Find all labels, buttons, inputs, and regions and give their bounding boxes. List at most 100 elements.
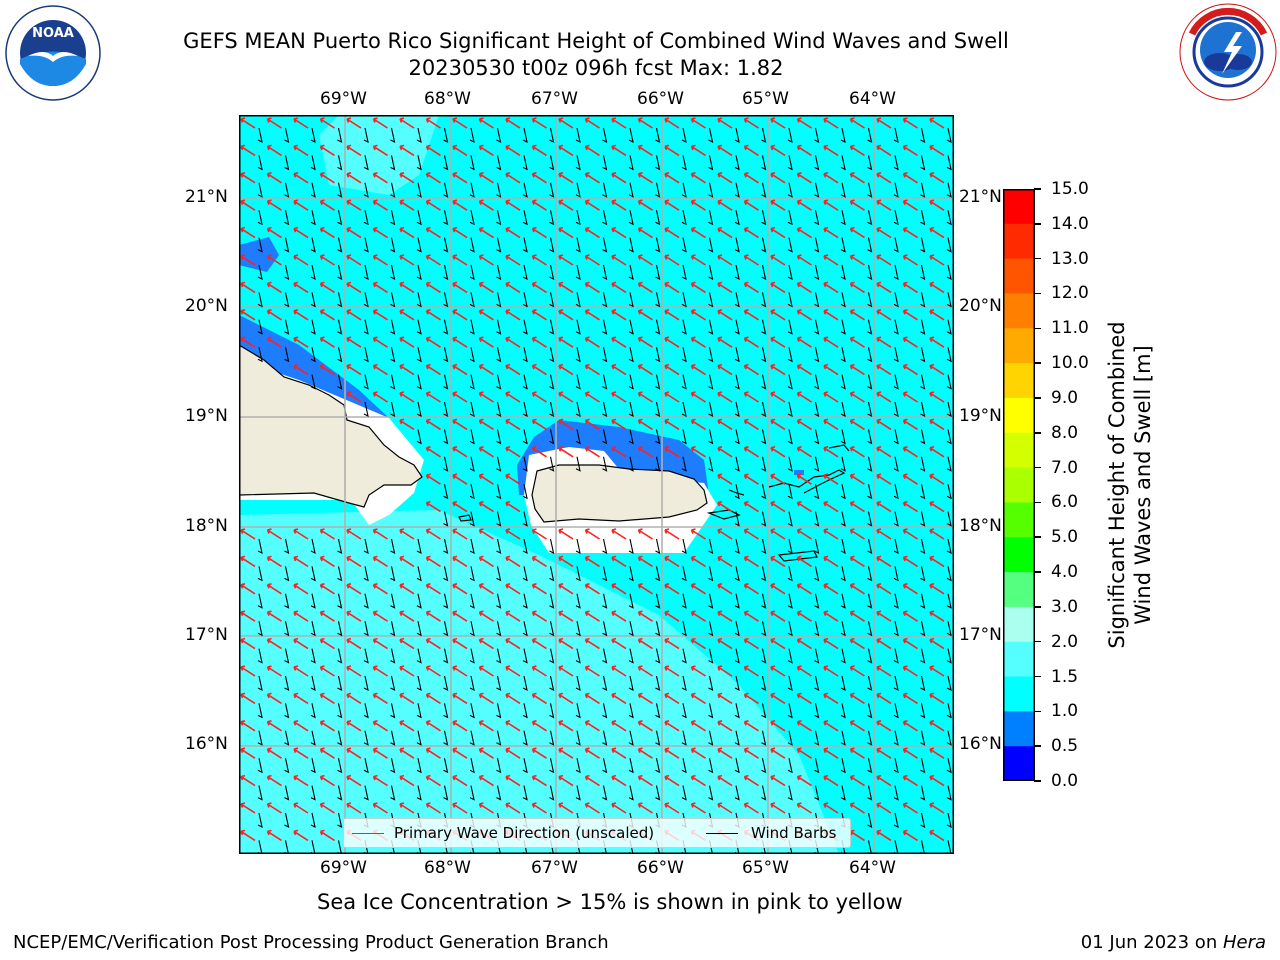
wave-direction-arrow [929, 528, 945, 540]
mona-island-outline [458, 514, 472, 522]
wind-barb [681, 566, 687, 582]
wave-direction-arrow [876, 309, 892, 321]
wind-barb [787, 401, 793, 418]
wave-direction-arrow [902, 199, 918, 211]
wave-direction-arrow [823, 172, 839, 184]
wind-barb [496, 758, 502, 774]
wave-direction-arrow [505, 747, 521, 759]
wave-direction-arrow [558, 528, 574, 540]
wind-barb [761, 319, 767, 335]
wave-direction-arrow [266, 747, 282, 759]
wind-barb [257, 155, 263, 171]
wind-barb [575, 703, 581, 719]
wind-barb [920, 648, 926, 664]
wind-barb [443, 566, 449, 582]
wind-barb [761, 538, 767, 555]
wave-direction-arrow [240, 692, 256, 705]
wind-barb [257, 347, 263, 363]
wind-barb [602, 210, 608, 226]
wave-direction-arrow [478, 802, 494, 814]
wind-barb [628, 210, 634, 226]
wind-barb [416, 210, 422, 226]
wave-direction-arrow [823, 747, 839, 759]
wave-direction-arrow [637, 226, 653, 239]
wave-direction-arrow [558, 665, 574, 677]
wind-barb [708, 758, 714, 774]
wave-direction-arrow [293, 254, 309, 266]
wave-direction-arrow [611, 144, 627, 157]
lon-label-top-4: 66°W [637, 89, 684, 109]
wave-direction-arrow [531, 720, 547, 732]
wind-barb [337, 785, 343, 801]
wave-direction-arrow [929, 583, 945, 595]
wave-direction-arrow [876, 117, 892, 129]
colorbar-tick-mark [1034, 710, 1041, 713]
wind-barb [575, 237, 581, 253]
colorbar-label-line1: Significant Height of Combined [1105, 321, 1129, 649]
wave-direction-arrow [346, 692, 362, 705]
wave-direction-arrow [823, 281, 839, 294]
wave-direction-arrow [902, 418, 918, 431]
lat-label-left-1: 21°N [185, 187, 228, 207]
wave-direction-arrow [690, 692, 706, 705]
wave-direction-arrow [796, 117, 812, 129]
wind-barb [337, 675, 343, 692]
wind-barb [867, 127, 873, 144]
wave-direction-arrow [266, 637, 282, 650]
lat-label-right-1: 21°N [959, 187, 1002, 207]
wind-barb [416, 182, 422, 198]
wind-barb [734, 182, 740, 198]
wind-barb [840, 511, 846, 527]
wave-direction-arrow [558, 363, 574, 376]
wave-direction-arrow [664, 199, 680, 211]
wind-barb [761, 621, 767, 637]
wave-direction-arrow [240, 309, 256, 321]
wave-direction-arrow [399, 555, 415, 568]
wave-direction-arrow [558, 583, 574, 595]
colorbar-tick-label: 2.0 [1051, 631, 1079, 652]
wind-barb [920, 812, 926, 829]
wave-direction-arrow [823, 528, 839, 540]
wave-direction-arrow [240, 774, 256, 787]
nws-logo [1178, 2, 1278, 106]
wind-barb [628, 264, 634, 281]
wave-direction-arrow [266, 281, 282, 294]
wind-barb [496, 210, 502, 226]
wind-barb [522, 292, 528, 308]
wind-barb [575, 319, 581, 335]
wind-barb [814, 210, 820, 226]
wind-barb [787, 730, 793, 746]
wave-direction-arrow [346, 226, 362, 239]
wind-barb [708, 264, 714, 281]
wave-direction-arrow [266, 528, 282, 540]
wind-barb [469, 292, 475, 308]
wind-barb [840, 401, 846, 418]
wave-direction-arrow [319, 665, 335, 677]
wind-barb [549, 155, 555, 171]
wind-barb [549, 237, 555, 253]
lon-label-bottom-1: 69°W [320, 858, 367, 878]
wind-barb [416, 703, 422, 719]
wind-barb [443, 593, 449, 609]
wave-direction-arrow [293, 281, 309, 294]
wave-direction-arrow [531, 555, 547, 568]
wave-direction-arrow [425, 692, 441, 705]
wave-direction-arrow [637, 391, 653, 403]
wind-barb [284, 812, 290, 829]
wind-barb [840, 785, 846, 801]
wave-direction-arrow [372, 172, 388, 184]
wind-barb [787, 347, 793, 363]
wave-direction-arrow [478, 391, 494, 403]
wave-direction-arrow [399, 226, 415, 239]
wind-barb [893, 812, 899, 829]
wave-direction-arrow [796, 309, 812, 321]
wave-direction-arrow [505, 336, 521, 348]
wind-barb [522, 511, 528, 527]
colorbar-tick-mark [1034, 606, 1041, 608]
wind-barb [920, 264, 926, 281]
wind-barb [946, 210, 952, 226]
wind-barb [787, 264, 793, 281]
wind-barb [655, 319, 661, 335]
wind-barb [867, 401, 873, 418]
wave-direction-arrow [425, 665, 441, 677]
